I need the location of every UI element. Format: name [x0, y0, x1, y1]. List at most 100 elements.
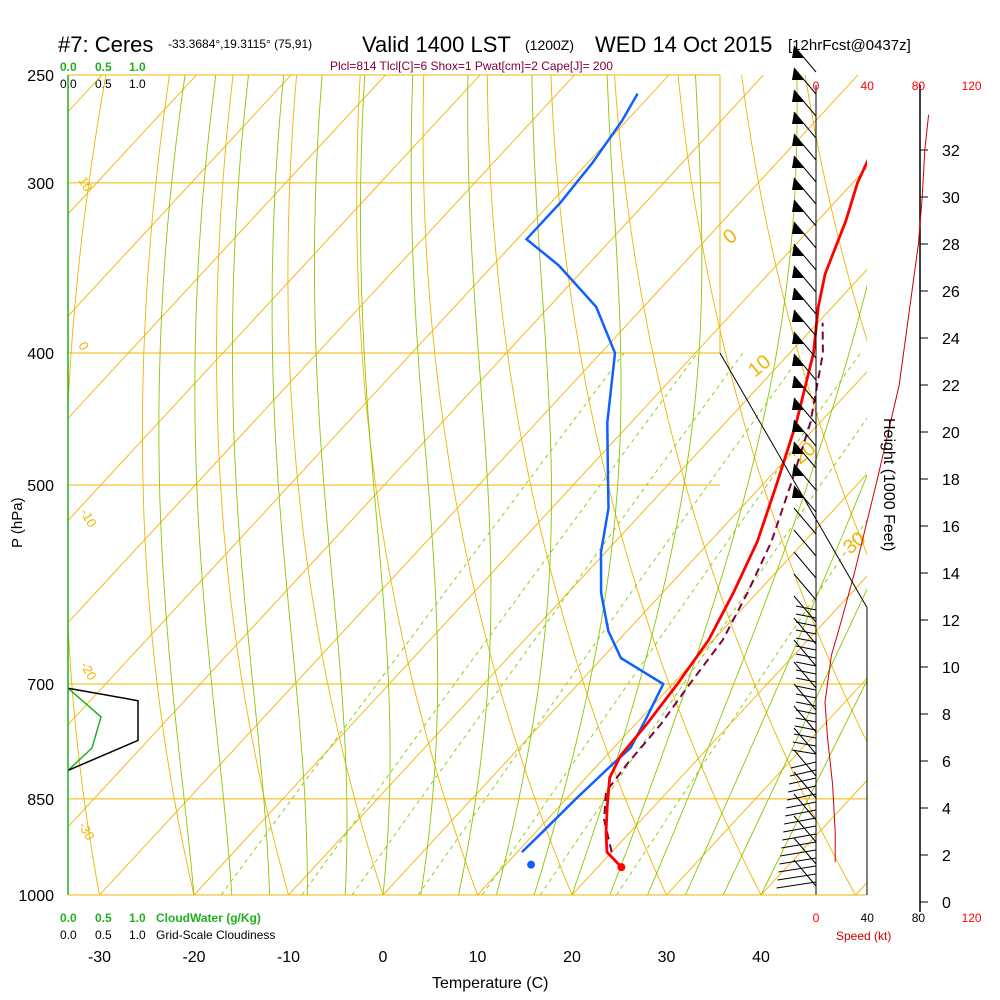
height-tick-label: 14 [942, 566, 960, 583]
dry-adiabat-label: 10 [744, 351, 775, 382]
height-axis-title: Height (1000 Feet) [880, 418, 897, 551]
wind-barb-staff [781, 841, 817, 849]
wind-barb-staff [793, 133, 817, 161]
height-tick-label: 12 [942, 613, 960, 630]
height-tick-label: 2 [942, 848, 951, 865]
wind-barb-flag [792, 420, 804, 432]
mixing-ratio-label: 20 [611, 898, 632, 919]
wind-barb-flag [792, 222, 804, 234]
dry-adiabat-label: 0 [719, 225, 742, 249]
height-tick-label: 20 [942, 425, 960, 442]
wind-barb-staff [795, 637, 817, 643]
wind-barb-staff [795, 693, 817, 699]
wind-barb-staff [782, 833, 817, 841]
wind-barb-staff [795, 709, 817, 715]
wind-barb-flag [792, 332, 804, 344]
x-axis-title: Temperature (C) [432, 975, 548, 992]
cl-scale-top-2: 1.0 [129, 77, 146, 91]
wind-barb-staff [795, 669, 817, 675]
wind-barb-flag [792, 398, 804, 410]
wind-barb-staff [795, 613, 817, 619]
pressure-tick-label: 250 [27, 68, 54, 85]
wind-barb-flag [792, 68, 804, 80]
height-tick-label: 10 [942, 660, 960, 677]
dry-adiabat-line [216, 75, 289, 895]
wind-barb-staff [795, 677, 817, 683]
isotherm-line [0, 75, 8, 895]
height-tick-label: 24 [942, 331, 960, 348]
wind-barb-staff [793, 419, 817, 447]
cw-scale-top-2: 1.0 [129, 60, 146, 74]
cloudiness-legend: Grid-Scale Cloudiness [156, 928, 275, 942]
cw-scale-bottom-2: 1.0 [129, 911, 146, 925]
wind-barb-staff [795, 605, 817, 611]
forecast-date: WED 14 Oct 2015 [595, 32, 772, 57]
wind-barb-flag [792, 90, 804, 102]
forecast-info: [12hrFcst@0437z] [788, 37, 911, 54]
height-tick-label: 28 [942, 237, 960, 254]
moist-adiabat-line [722, 588, 867, 895]
height-tick-label: 8 [942, 707, 951, 724]
wind-barb-flag [792, 376, 804, 388]
mixing-ratio-line [301, 352, 698, 895]
pressure-tick-label: 400 [27, 346, 54, 363]
wind-speed-line [824, 114, 930, 862]
pressure-tick-label: 300 [27, 176, 54, 193]
cloudiness-scale-bottom: 0.0 0.5 1.0 Grid-Scale Cloudiness [60, 928, 275, 942]
frame-right-diagonal [719, 352, 868, 895]
wind-barb-staff [793, 463, 817, 491]
wind-barb-staff [793, 661, 817, 689]
cw-scale-top-0: 0.0 [60, 60, 77, 74]
temperature-tick-label: 20 [563, 949, 581, 966]
height-tick-label: 6 [942, 754, 951, 771]
speed-tick-bottom: 40 [861, 911, 875, 925]
moist-adiabat-line [571, 75, 703, 895]
moist-adiabat-line [194, 75, 233, 895]
speed-tick-bottom: 0 [813, 911, 820, 925]
wind-barb-staff [788, 777, 817, 785]
speed-tick-top: 120 [962, 79, 982, 93]
mixing-ratio-line [539, 417, 867, 895]
temperature-tick-label: 10 [469, 949, 487, 966]
cloudiness-scale-top: 0.0 0.5 1.0 [60, 77, 146, 91]
wind-barb-flag [792, 46, 804, 58]
zulu-time: (1200Z) [525, 37, 574, 53]
wind-barb-staff [795, 661, 817, 667]
wind-barb-flag [792, 354, 804, 366]
wind-barb-staff [787, 785, 817, 793]
wind-barb-flag [792, 442, 804, 454]
wind-barb-staff [793, 199, 817, 227]
cloud-profile [67, 687, 139, 772]
moist-adiabat-line [158, 75, 195, 895]
moist-adiabat-line [271, 75, 308, 895]
mixing-ratio-label: 8 [477, 904, 493, 919]
wind-barb-flag [792, 156, 804, 168]
moist-adiabat-line [410, 75, 439, 895]
wind-barb-staff [795, 653, 817, 659]
height-tick-label: 30 [942, 190, 960, 207]
wind-barb-staff [795, 645, 817, 651]
cl-scale-bottom-2: 1.0 [129, 928, 146, 942]
wind-barb-staff [795, 629, 817, 635]
wind-barb-staff [793, 287, 817, 315]
wind-barb-staff [793, 331, 817, 359]
dry-adiabat-line [141, 75, 195, 895]
pressure-tick-label: 700 [27, 677, 54, 694]
surface-dewpoint-dot [527, 860, 536, 869]
wind-barb-staff [792, 741, 817, 747]
wind-barb-staff [790, 761, 817, 769]
temperature-tick-label: 30 [658, 949, 676, 966]
cl-scale-bottom-0: 0.0 [60, 928, 77, 942]
temperature-line [604, 158, 867, 869]
isotherm-line [382, 371, 867, 895]
mixing-ratio-line [417, 352, 804, 895]
mixing-ratio-line [351, 352, 744, 895]
dry-adiabat-line [614, 75, 856, 895]
cw-scale-bottom-1: 0.5 [95, 911, 112, 925]
wind-barb-staff [795, 685, 817, 691]
wind-barb-staff [780, 849, 817, 857]
temperature-tick-label: -10 [277, 949, 300, 966]
pressure-tick-label: 500 [27, 478, 54, 495]
